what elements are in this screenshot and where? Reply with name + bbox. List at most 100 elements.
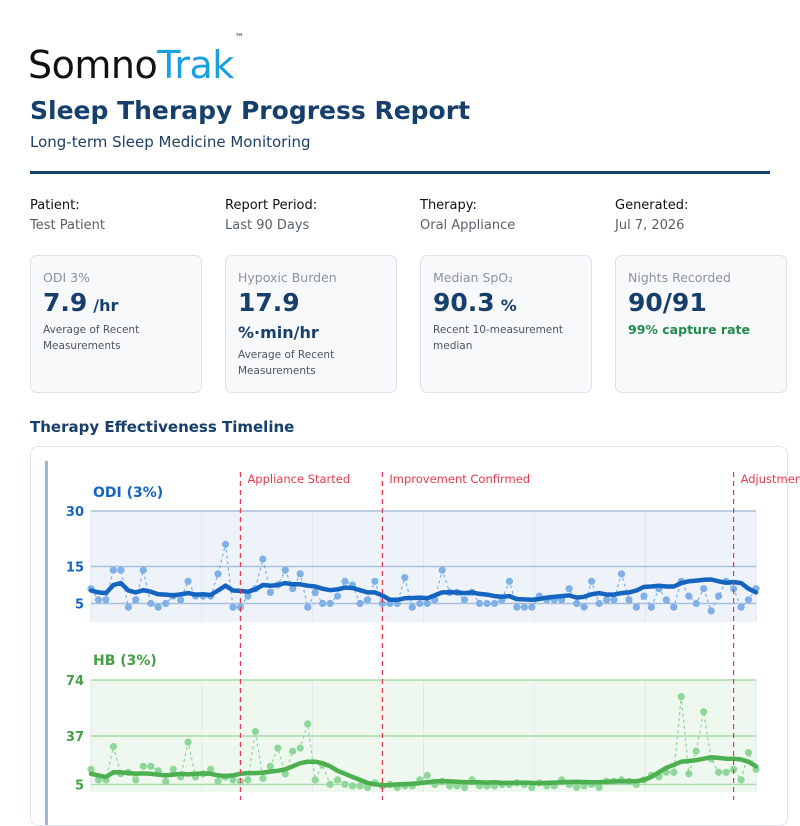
hb-data-point <box>132 776 140 784</box>
event-marker-label: Improvement Confirmed <box>389 472 530 486</box>
odi-data-point <box>408 603 416 611</box>
odi-data-point <box>214 570 222 578</box>
meta-report-period: Report Period: Last 90 Days <box>225 198 317 233</box>
odi-data-point <box>483 599 491 608</box>
metric-card-nights-value: 90/91 <box>628 288 707 317</box>
metric-card-spo2-unit: % <box>500 296 517 315</box>
hb-data-point <box>326 780 334 789</box>
odi-data-point <box>289 585 297 593</box>
odi-data-point <box>311 588 319 597</box>
odi-data-point <box>378 599 386 608</box>
odi-data-point <box>124 603 132 611</box>
meta-patient-label: Patient: <box>30 198 80 213</box>
odi-data-point <box>700 585 708 593</box>
metric-card-odi-note: Average of Recent Measurements <box>43 324 140 352</box>
odi-data-point <box>363 596 372 604</box>
odi-data-point <box>132 596 140 604</box>
odi-data-point <box>334 592 342 600</box>
odi-data-point <box>670 603 678 611</box>
odi-tick-label: 5 <box>75 598 84 613</box>
odi-data-point <box>707 607 715 615</box>
odi-data-point <box>737 603 745 611</box>
hb-data-point <box>692 747 700 755</box>
hb-data-point <box>685 770 693 778</box>
odi-data-point <box>632 603 641 611</box>
logo-part-trak: Trak <box>157 43 234 87</box>
meta-generated-label: Generated: <box>615 198 689 213</box>
odi-data-point <box>647 603 656 611</box>
hb-trend-line <box>88 754 759 788</box>
odi-data-point <box>266 588 274 597</box>
hb-data-point <box>139 762 147 770</box>
somnotrak-logo: SomnoTrak™ <box>28 34 244 87</box>
hb-data-point <box>274 744 282 752</box>
meta-therapy: Therapy: Oral Appliance <box>420 198 515 233</box>
hb-tick-label: 74 <box>66 674 84 689</box>
odi-data-point <box>692 599 700 608</box>
metric-card-odi-value: 7.9 <box>43 288 88 317</box>
hb-data-point <box>423 771 431 780</box>
hb-data-point <box>94 776 103 784</box>
logo-part-somno: Somno <box>28 43 158 87</box>
event-marker-label: Appliance Started <box>247 472 350 486</box>
hb-data-point <box>744 749 753 757</box>
odi-data-point <box>588 577 596 585</box>
hb-data-point <box>296 744 304 752</box>
hb-data-point <box>461 783 469 792</box>
hb-data-point <box>289 747 297 755</box>
odi-data-point <box>259 555 267 563</box>
hb-data-point <box>453 782 461 790</box>
odi-panel-label: ODI (3%) <box>93 485 163 501</box>
hb-data-point <box>446 782 454 790</box>
hb-data-point <box>229 776 237 784</box>
odi-data-point <box>401 574 409 582</box>
odi-data-point <box>139 566 147 574</box>
meta-therapy-label: Therapy: <box>420 198 477 213</box>
hb-panel-label: HB (3%) <box>93 653 157 669</box>
meta-patient: Patient: Test Patient <box>30 198 105 233</box>
odi-data-point <box>715 592 723 600</box>
hb-tick-label: 37 <box>66 730 84 745</box>
therapy-timeline-chart: 5 15 30 ODI (3%) 5 37 74 HB (3%) Appliance Start… <box>66 472 800 800</box>
hb-data-point <box>281 770 289 778</box>
hb-data-point <box>573 783 581 792</box>
odi-data-point <box>730 585 738 593</box>
odi-data-point <box>109 566 117 574</box>
hb-data-point <box>341 780 349 789</box>
odi-data-point <box>177 596 185 604</box>
hb-data-point <box>207 765 215 773</box>
odi-data-point <box>244 592 252 600</box>
chart-accent-bar <box>45 461 48 825</box>
odi-data-point <box>296 570 304 578</box>
odi-trend-line <box>88 577 759 603</box>
hb-tick-label: 5 <box>75 778 84 793</box>
meta-report-period-value: Last 90 Days <box>225 218 310 233</box>
metric-card-hb-unit: %·min/hr <box>238 323 319 342</box>
hb-data-point <box>363 783 372 792</box>
odi-data-point <box>520 603 529 611</box>
hb-data-point <box>715 768 723 776</box>
odi-data-point <box>565 585 573 593</box>
odi-data-point <box>102 596 110 604</box>
meta-patient-value: Test Patient <box>30 218 105 233</box>
hb-data-point <box>311 776 319 784</box>
odi-data-point <box>154 603 162 611</box>
metric-card-spo2-value: 90.3 <box>433 288 495 317</box>
odi-data-point <box>580 603 588 611</box>
odi-data-point <box>475 599 484 608</box>
odi-data-point <box>640 592 648 600</box>
odi-data-point <box>595 599 603 608</box>
metric-card-nights-label: Nights Recorded <box>628 270 731 285</box>
odi-data-point <box>416 599 424 608</box>
metric-card-nights-recorded: Nights Recorded 90/91 99% capture rate <box>615 255 787 393</box>
odi-data-point <box>438 566 446 574</box>
metric-card-spo2-label: Median SpO₂ <box>433 270 514 285</box>
metric-card-odi: ODI 3% 7.9/hr Average of Recent Measurem… <box>30 255 202 393</box>
metric-card-hb-note: Average of Recent Measurements <box>238 349 335 377</box>
odi-data-point <box>117 566 125 574</box>
hb-data-point <box>677 693 685 701</box>
hb-data-point <box>700 708 708 716</box>
hb-data-point <box>348 782 357 790</box>
metric-card-spo2-note: Recent 10-measurement median <box>433 324 564 352</box>
metric-card-hypoxic-burden: Hypoxic Burden 17.9 %·min/hr Average of R… <box>225 255 397 393</box>
